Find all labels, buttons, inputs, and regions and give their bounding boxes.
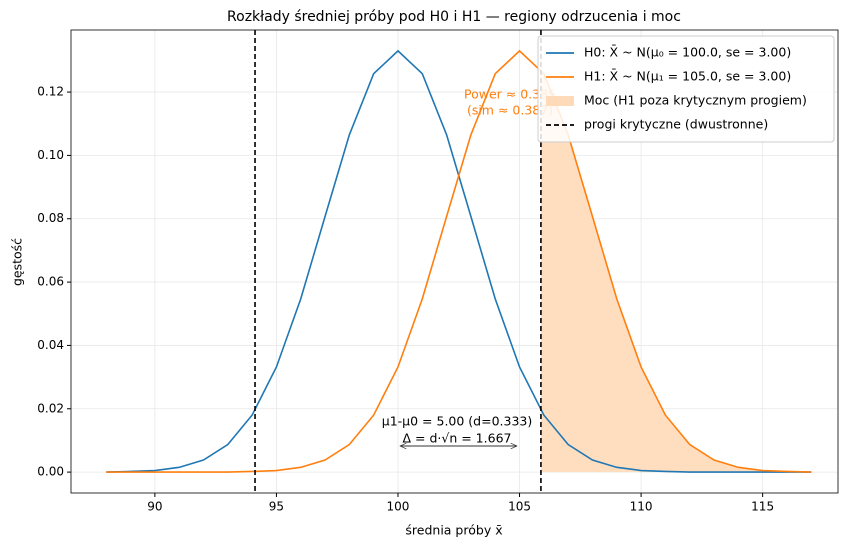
power-area bbox=[540, 68, 812, 473]
y-tick-label: 0.00 bbox=[37, 465, 64, 479]
y-axis-label: gęstość bbox=[10, 238, 25, 286]
y-tick-label: 0.12 bbox=[37, 85, 64, 99]
x-tick-label: 95 bbox=[269, 500, 284, 514]
y-tick-label: 0.06 bbox=[37, 275, 64, 289]
y-tick-label: 0.10 bbox=[37, 148, 64, 162]
annotation: Δ = d·√n = 1.667 bbox=[403, 431, 512, 446]
legend-box bbox=[537, 35, 835, 143]
legend-swatch bbox=[546, 96, 574, 106]
y-tick-label: 0.02 bbox=[37, 401, 64, 415]
x-tick-label: 105 bbox=[508, 500, 531, 514]
legend-label: H0: X̄ ~ N(μ₀ = 100.0, se = 3.00) bbox=[584, 45, 791, 60]
annotation: (sim ≈ 0.387) bbox=[467, 103, 553, 118]
legend: H0: X̄ ~ N(μ₀ = 100.0, se = 3.00) H1: X̄ … bbox=[537, 35, 835, 143]
legend-label: progi krytyczne (dwustronne) bbox=[584, 117, 768, 132]
annotation: μ1-μ0 = 5.00 (d=0.333) bbox=[382, 414, 533, 429]
density-line bbox=[106, 49, 812, 473]
y-tick-label: 0.08 bbox=[37, 211, 64, 225]
chart-title: Rozkłady średniej próby pod H0 i H1 — re… bbox=[227, 9, 681, 25]
x-tick-label: 115 bbox=[751, 500, 774, 514]
x-tick-label: 110 bbox=[630, 500, 653, 514]
y-tick-label: 0.04 bbox=[37, 338, 64, 352]
axes-frame bbox=[70, 29, 839, 494]
annotation: Power ≈ 0.385 bbox=[464, 87, 556, 102]
x-tick-label: 100 bbox=[387, 500, 410, 514]
legend-label: Moc (H1 poza krytycznym progiem) bbox=[584, 93, 807, 108]
legend-label: H1: X̄ ~ N(μ₁ = 105.0, se = 3.00) bbox=[584, 69, 791, 84]
x-axis-label: średnia próby x̄ bbox=[405, 523, 502, 538]
x-tick-label: 90 bbox=[147, 500, 162, 514]
